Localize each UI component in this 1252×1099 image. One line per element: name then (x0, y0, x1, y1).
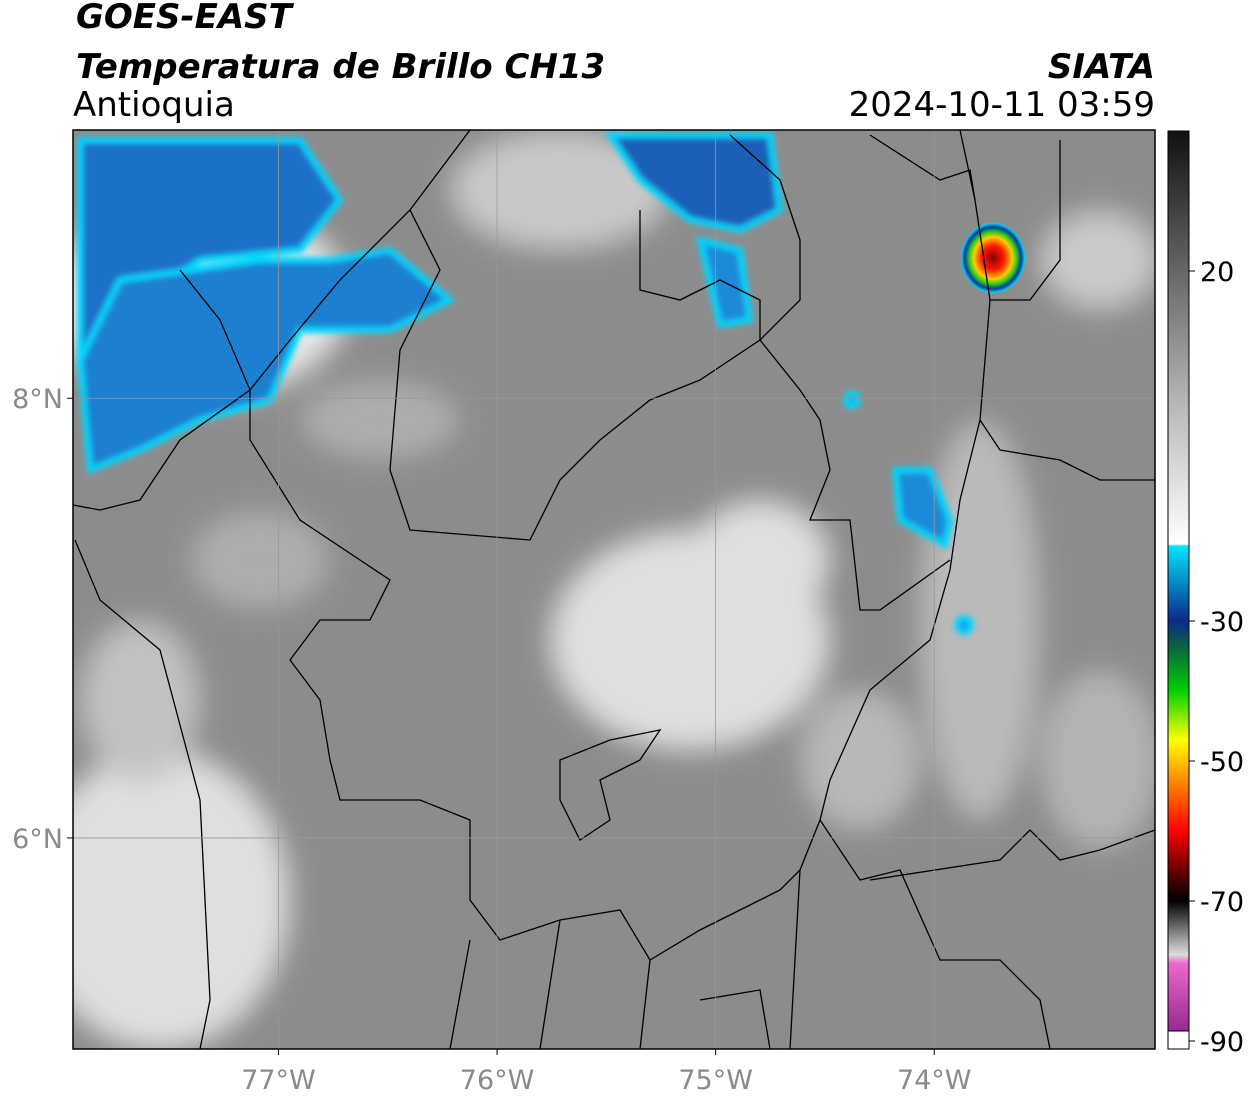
x-tick-label: 77°W (241, 1065, 316, 1096)
colorbar-tick-label: -30 (1200, 607, 1244, 638)
colorbar-tick-label: -70 (1200, 887, 1244, 918)
y-tick-label: 8°N (12, 384, 63, 415)
source: SIATA (1048, 47, 1155, 87)
region: Antioquia (73, 85, 235, 125)
colorbar-tick-label: -90 (1200, 1027, 1244, 1058)
x-tick-label: 75°W (678, 1065, 753, 1096)
x-tick-label: 74°W (897, 1065, 972, 1096)
y-tick-label: 6°N (12, 824, 63, 855)
colorbar-extension (1167, 1030, 1190, 1050)
title: GOES-EAST (76, 0, 295, 37)
datetime: 2024-10-11 03:59 (849, 85, 1155, 125)
satellite-image (73, 130, 1155, 1049)
map-frame (72, 129, 1156, 1050)
x-tick-label: 76°W (460, 1065, 535, 1096)
borders (73, 130, 1155, 1049)
colorbar (1167, 130, 1190, 1042)
colorbar-tick-label: 20 (1200, 257, 1234, 288)
colorbar-tick-label: -50 (1200, 747, 1244, 778)
grid (73, 130, 1155, 1049)
subtitle: Temperatura de Brillo CH13 (76, 47, 605, 87)
